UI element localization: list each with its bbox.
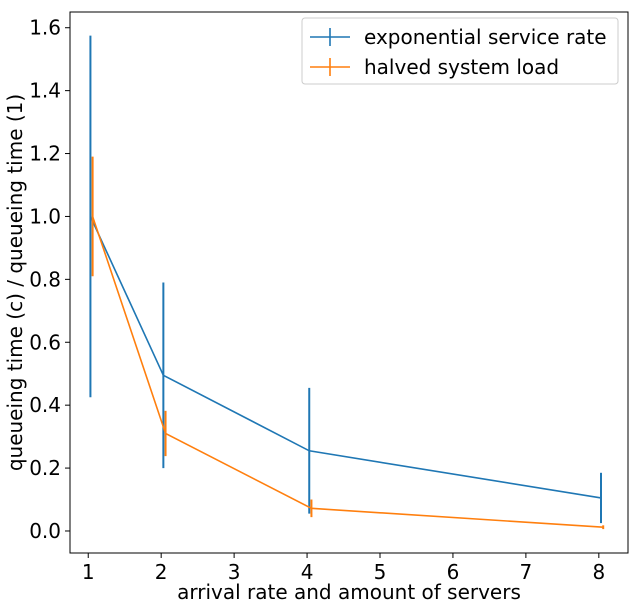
x-tick-label: 1 [82,560,95,584]
y-tick-label: 1.2 [29,142,61,166]
plot-frame [69,11,629,554]
y-axis: 0.0 0.2 0.4 0.6 0.8 1.0 1.2 1.4 1.6 [29,16,70,543]
y-tick-label: 0.0 [29,519,61,543]
x-tick-label: 8 [592,560,605,584]
legend-item: halved system load [310,55,559,79]
plot-area [69,11,629,554]
y-tick-label: 1.6 [29,16,61,40]
x-axis-label: arrival rate and amount of servers [177,580,521,604]
x-tick-label: 3 [228,560,241,584]
legend: exponential service rate halved system lo… [301,17,619,85]
legend-item: exponential service rate [310,25,607,49]
x-tick-label: 7 [520,560,533,584]
x-tick-label: 4 [301,560,314,584]
y-tick-label: 0.2 [29,456,61,480]
series-1 [89,35,603,524]
series-2 [91,156,605,530]
y-axis-label: queueing time (c) / queueing time (1) [3,94,27,471]
series-line [89,216,602,499]
y-tick-label: 0.4 [29,393,61,417]
series-line [91,216,604,529]
y-tick-label: 1.4 [29,79,61,103]
y-tick-label: 1.0 [29,204,61,228]
x-tick-label: 5 [374,560,387,584]
y-tick-label: 0.8 [29,267,61,291]
x-axis: 1 2 3 4 5 6 7 8 [82,553,605,584]
legend-label: halved system load [364,55,559,79]
legend-box [301,17,619,85]
x-tick-label: 2 [155,560,168,584]
legend-label: exponential service rate [364,25,607,49]
x-tick-label: 6 [447,560,460,584]
y-tick-label: 0.6 [29,330,61,354]
